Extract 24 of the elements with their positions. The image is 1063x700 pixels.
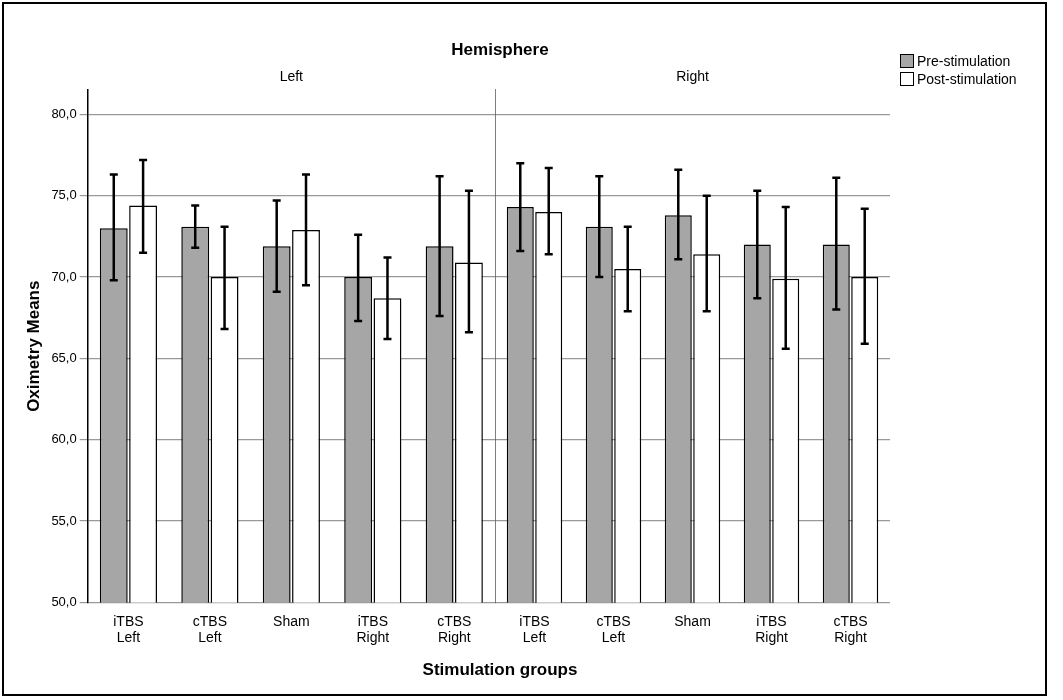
y-tick-label: 75,0: [51, 187, 77, 203]
x-tick-label: iTBS Right: [356, 612, 390, 646]
chart-title: Hemisphere: [450, 40, 550, 60]
x-tick-label: Sham: [273, 612, 310, 629]
y-tick-label: 65,0: [51, 349, 77, 365]
x-tick-label: iTBS Right: [755, 612, 788, 646]
x-tick-label: Sham: [674, 612, 711, 629]
y-tick-label: 70,0: [51, 268, 77, 284]
x-tick-label: cTBS Right: [437, 612, 472, 646]
x-tick-label: iTBS Left: [113, 612, 144, 646]
chart-subtitle: Left: [278, 68, 304, 84]
y-axis-title: Oximetry Means: [23, 280, 43, 412]
y-tick-label: 80,0: [51, 105, 77, 121]
x-axis-title: Stimulation groups: [421, 660, 579, 680]
legend-label: Pre-stimulation: [917, 53, 1011, 69]
y-tick-label: 60,0: [51, 431, 77, 447]
x-tick-label: iTBS Left: [519, 612, 550, 646]
x-tick-label: cTBS Left: [192, 612, 228, 646]
y-tick-label: 50,0: [51, 593, 77, 609]
y-tick-label: 55,0: [51, 512, 77, 528]
text: Post-stimulation: [917, 71, 1017, 87]
chart-subtitle: Right: [675, 68, 710, 84]
x-tick-label: cTBS Right: [833, 612, 868, 646]
x-tick-label: cTBS Left: [596, 612, 631, 646]
